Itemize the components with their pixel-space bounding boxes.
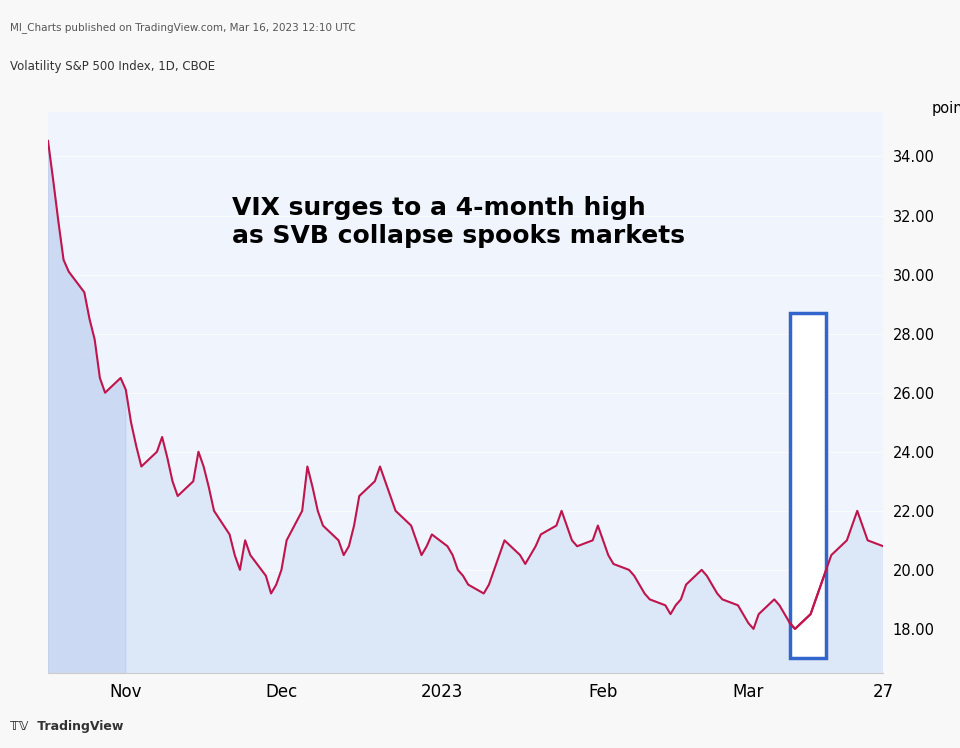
- Text: VIX surges to a 4-month high
as SVB collapse spooks markets: VIX surges to a 4-month high as SVB coll…: [231, 197, 684, 248]
- Text: Volatility S&P 500 Index, 1D, CBOE: Volatility S&P 500 Index, 1D, CBOE: [10, 60, 215, 73]
- Bar: [790, 313, 827, 658]
- Text: 𝕋𝕍  TradingView: 𝕋𝕍 TradingView: [10, 720, 123, 733]
- Y-axis label: point: point: [931, 101, 960, 116]
- Text: MI_Charts published on TradingView.com, Mar 16, 2023 12:10 UTC: MI_Charts published on TradingView.com, …: [10, 22, 355, 34]
